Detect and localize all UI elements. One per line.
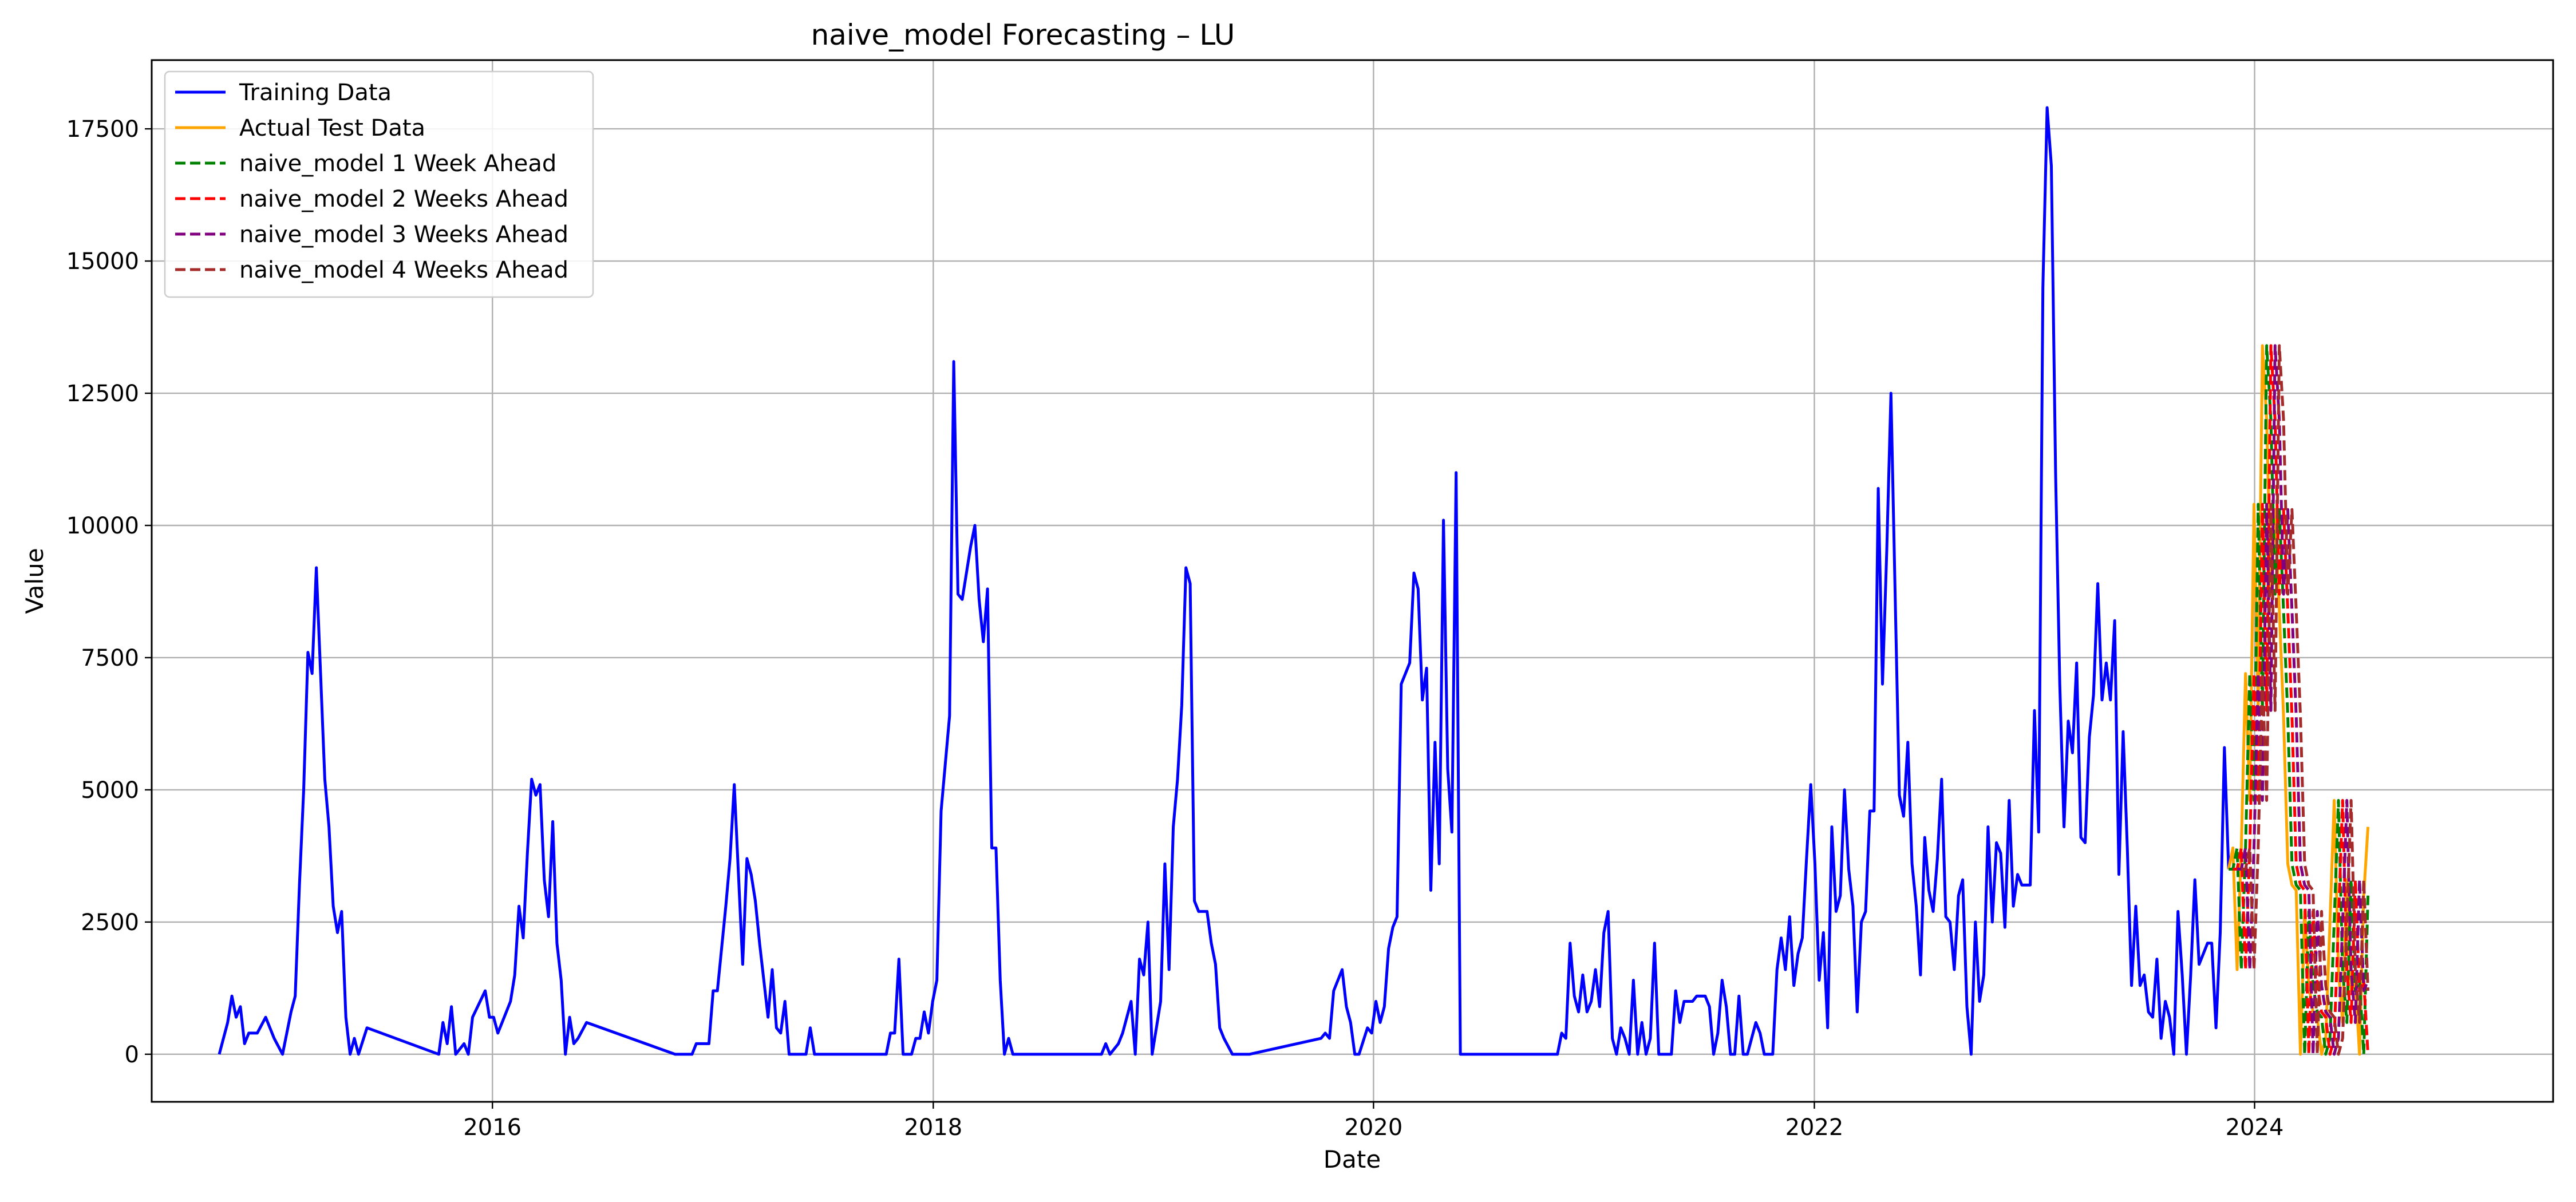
y-tick-label: 10000 <box>66 513 139 539</box>
y-tick-label: 7500 <box>81 645 139 671</box>
x-tick-label: 2020 <box>1344 1114 1402 1141</box>
x-axis-label: Date <box>1323 1145 1381 1173</box>
plot-series <box>218 106 2370 1056</box>
legend-label-naive-model-4-weeks-ahead: naive_model 4 Weeks Ahead <box>239 257 568 283</box>
series-line-naive-model-2-weeks-ahead <box>2233 344 2370 1056</box>
y-tick-label: 0 <box>125 1042 139 1068</box>
legend-label-naive-model-2-weeks-ahead: naive_model 2 Weeks Ahead <box>239 186 568 212</box>
legend-box <box>164 70 594 298</box>
x-tick-label: 2022 <box>1785 1114 1844 1141</box>
x-tick-label: 2024 <box>2226 1114 2284 1141</box>
y-tick-label: 2500 <box>81 910 139 936</box>
y-tick-label: 5000 <box>81 777 139 804</box>
legend-label-naive-model-1-week-ahead: naive_model 1 Week Ahead <box>239 151 556 177</box>
x-tick-label: 2018 <box>904 1114 962 1141</box>
legend-label-training-data: Training Data <box>239 80 392 106</box>
y-tick-label: 12500 <box>66 381 139 407</box>
y-tick-label: 15000 <box>66 248 139 275</box>
y-axis-label: Value <box>21 548 49 614</box>
plot-frame <box>151 59 2554 1103</box>
series-line-naive-model-3-weeks-ahead <box>2237 344 2369 1056</box>
legend: Training Data Actual Test Data naive_model… <box>164 70 594 298</box>
y-axis-ticks: 0 2500 5000 7500 10000 12500 15000 17500 <box>66 116 152 1068</box>
legend-label-naive-model-3-weeks-ahead: naive_model 3 Weeks Ahead <box>239 222 568 248</box>
series-line-naive-model-4-weeks-ahead <box>2241 344 2370 1056</box>
x-axis-ticks: 2016 2018 2020 2022 2024 <box>463 1102 2283 1141</box>
y-tick-label: 17500 <box>66 116 139 143</box>
x-tick-label: 2016 <box>463 1114 521 1141</box>
series-line-training-data <box>218 106 2230 1056</box>
chart-title: naive_model Forecasting – LU <box>811 18 1235 52</box>
grid-lines <box>152 60 2553 1102</box>
legend-label-actual-test-data: Actual Test Data <box>239 115 425 141</box>
